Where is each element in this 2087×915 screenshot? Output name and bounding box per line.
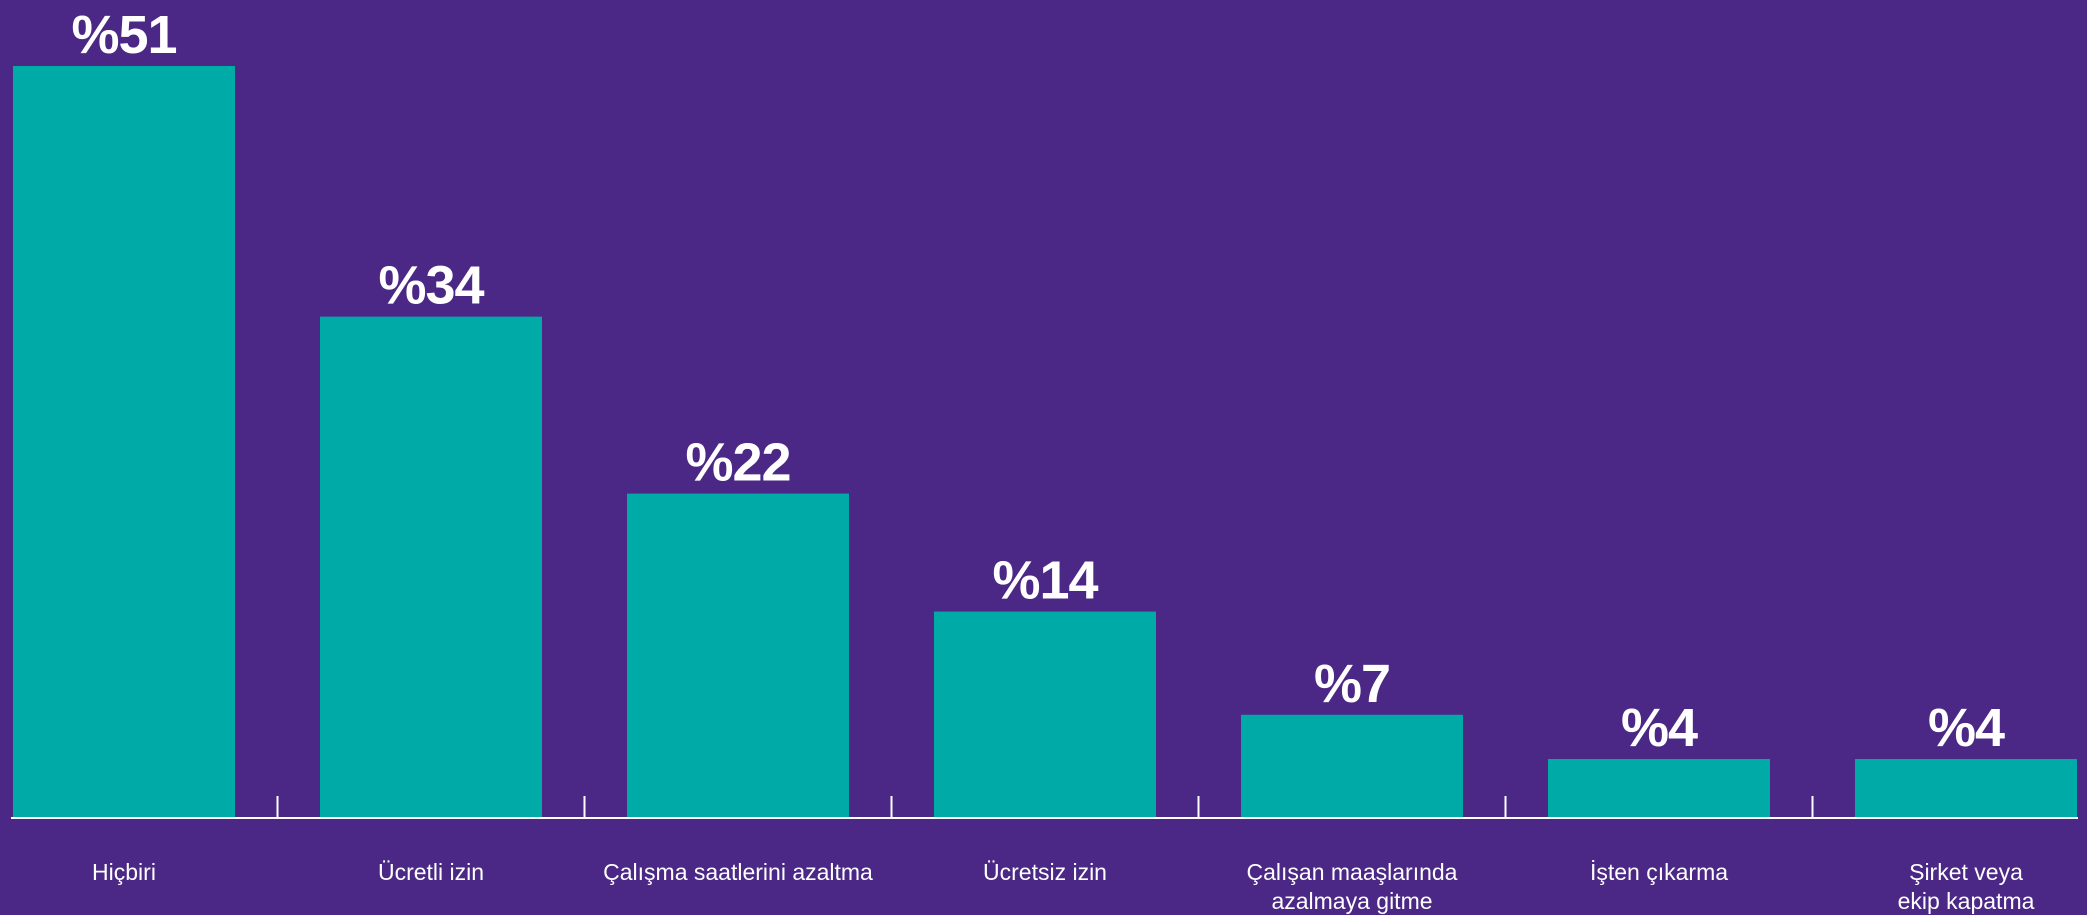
category-label-line: Çalışma saatlerini azaltma [603,859,873,885]
value-label-4: %14 [992,551,1098,611]
category-label-7: Şirket veya ekip kapatma [1898,859,2035,914]
category-label-line: Ücretsiz izin [983,859,1107,885]
bar-2 [320,316,542,818]
bar-7 [1855,759,2077,818]
bars-group [13,66,2077,818]
value-label-7: %4 [1928,698,2005,758]
bar-6 [1548,759,1770,818]
value-label-2: %34 [378,256,484,316]
category-labels-group: Hiçbiri Ücretli izin Çalışma saatlerini az… [92,859,2035,914]
category-label-line: İşten çıkarma [1590,859,1728,885]
category-label-2: Ücretli izin [378,859,484,885]
value-label-5: %7 [1314,654,1390,714]
bar-1 [13,66,235,818]
category-label-3: Çalışma saatlerini azaltma [603,859,873,885]
bar-3 [627,493,849,818]
bar-5 [1241,714,1463,818]
category-label-4: Ücretsiz izin [983,859,1107,885]
x-axis-ticks [276,796,1814,818]
category-label-line: azalmaya gitme [1271,888,1432,914]
value-label-6: %4 [1621,698,1698,758]
category-label-5: Çalışan maaşlarında azalmaya gitme [1247,859,1458,914]
category-label-line: Şirket veya [1909,859,2023,885]
category-label-1: Hiçbiri [92,859,156,885]
category-label-line: Ücretli izin [378,859,484,885]
value-label-1: %51 [71,5,176,65]
value-label-3: %22 [685,433,790,493]
category-label-line: ekip kapatma [1898,888,2035,914]
category-label-line: Çalışan maaşlarında [1247,859,1458,885]
category-label-line: Hiçbiri [92,859,156,885]
category-label-6: İşten çıkarma [1590,859,1728,885]
bar-4 [934,611,1156,818]
value-labels-group: %51 %34 %22 %14 %7 %4 %4 [71,5,2006,758]
